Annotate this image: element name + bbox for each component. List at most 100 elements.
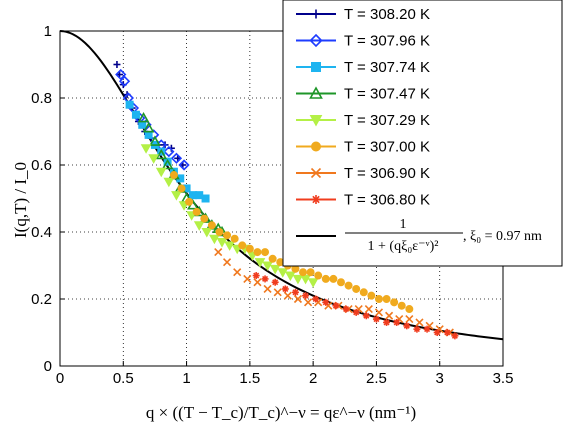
data-point (169, 171, 178, 180)
data-point (137, 111, 150, 123)
data-point (390, 298, 399, 307)
data-point (311, 195, 321, 204)
data-point (262, 261, 273, 272)
data-point (344, 281, 353, 290)
data-point (304, 298, 313, 307)
data-point (192, 207, 201, 216)
data-point (118, 75, 131, 87)
data-point (397, 301, 406, 310)
data-point (374, 308, 384, 317)
data-point (263, 284, 272, 294)
data-point (214, 248, 223, 257)
data-point (201, 194, 210, 203)
data-point (423, 325, 431, 333)
data-point (163, 145, 175, 158)
data-point (207, 221, 216, 230)
legend: T = 308.20 K T = 307.96 K T = 307.74 K T = … (282, 0, 563, 267)
axis-ticks: 0 0.5 1 1.5 2 2.5 3 3.5 0 0.2 0.4 0.6 0.8 1 (31, 23, 513, 387)
data-point (271, 278, 279, 286)
data-point (364, 304, 373, 314)
data-point (309, 86, 323, 99)
data-point (306, 268, 315, 277)
data-point (382, 295, 391, 303)
data-point (322, 298, 330, 306)
data-point (405, 315, 414, 324)
data-point (193, 221, 205, 231)
legend-entry: T = 308.20 K (296, 6, 430, 23)
legend-label: T = 308.20 K (344, 6, 430, 23)
legend-fit-numerator: 1 (400, 217, 407, 232)
data-point (200, 214, 209, 223)
x-tick-label: 1 (182, 370, 190, 387)
y-tick-label: 0 (44, 358, 52, 375)
legend-label: T = 307.74 K (344, 59, 430, 76)
data-point (281, 285, 289, 293)
data-point (374, 295, 383, 303)
data-point (336, 278, 345, 287)
data-point (224, 241, 235, 251)
data-point (155, 148, 168, 160)
data-point (367, 291, 376, 300)
data-point (359, 288, 368, 297)
data-point (161, 158, 174, 170)
x-axis-label: q × ((T − T_c)/T_c)^−ν = qε^−ν (nm⁻¹) (146, 403, 416, 422)
data-point (185, 197, 194, 206)
data-point (277, 268, 289, 278)
data-point (171, 191, 182, 201)
x-tick-label: 2.5 (366, 370, 387, 387)
data-point (268, 254, 277, 263)
data-point (233, 268, 242, 277)
data-point (178, 159, 190, 171)
data-point (311, 9, 321, 19)
data-point (223, 258, 232, 267)
data-point (245, 244, 254, 253)
data-point (300, 274, 311, 285)
legend-box (282, 0, 563, 267)
data-point (321, 274, 330, 283)
data-point (243, 274, 252, 283)
data-point (261, 275, 269, 283)
data-point (415, 318, 424, 327)
data-point (238, 241, 247, 250)
data-point (385, 311, 394, 320)
data-point (352, 308, 360, 316)
y-tick-label: 1 (44, 23, 52, 40)
data-point (285, 271, 296, 282)
data-point (149, 135, 161, 146)
data-series (252, 272, 459, 340)
data-point (403, 322, 411, 330)
y-axis-label: I(q,T) / I_0 (11, 162, 30, 238)
legend-label: T = 307.00 K (344, 139, 430, 156)
data-point (342, 305, 350, 313)
data-point (329, 274, 338, 283)
data-point (253, 248, 262, 257)
data-point (314, 271, 323, 280)
legend-label: T = 306.90 K (344, 165, 430, 182)
data-point (352, 284, 361, 293)
data-point (215, 228, 224, 236)
data-point (405, 305, 414, 314)
legend-fit-denominator: 1 + (qξ₀ε⁻ᵛ)² (368, 239, 439, 254)
y-tick-label: 0.2 (31, 291, 52, 308)
data-point (310, 167, 322, 179)
data-point (223, 231, 232, 240)
data-point (299, 268, 308, 277)
legend-entry: T = 306.80 K (296, 192, 430, 209)
x-tick-label: 3.5 (493, 370, 514, 387)
legend-fit-suffix: , ξ₀ = 0.97 nm (463, 229, 542, 244)
data-point (142, 122, 155, 133)
legend-entry: T = 307.29 K (296, 112, 430, 129)
data-point (115, 68, 127, 81)
data-point (293, 294, 303, 304)
legend-fit-entry: 1 1 + (qξ₀ε⁻ᵛ)² , ξ₀ = 0.97 nm (296, 217, 542, 254)
legend-items: T = 308.20 K T = 307.96 K T = 307.74 K T = … (296, 6, 430, 209)
data-point (209, 234, 220, 245)
legend-entry: T = 307.74 K (296, 59, 430, 76)
data-series (140, 144, 319, 288)
data-point (113, 61, 121, 68)
data-point (311, 62, 321, 72)
data-point (413, 325, 421, 333)
x-tick-label: 1.5 (239, 370, 260, 387)
y-tick-label: 0.8 (31, 90, 52, 107)
